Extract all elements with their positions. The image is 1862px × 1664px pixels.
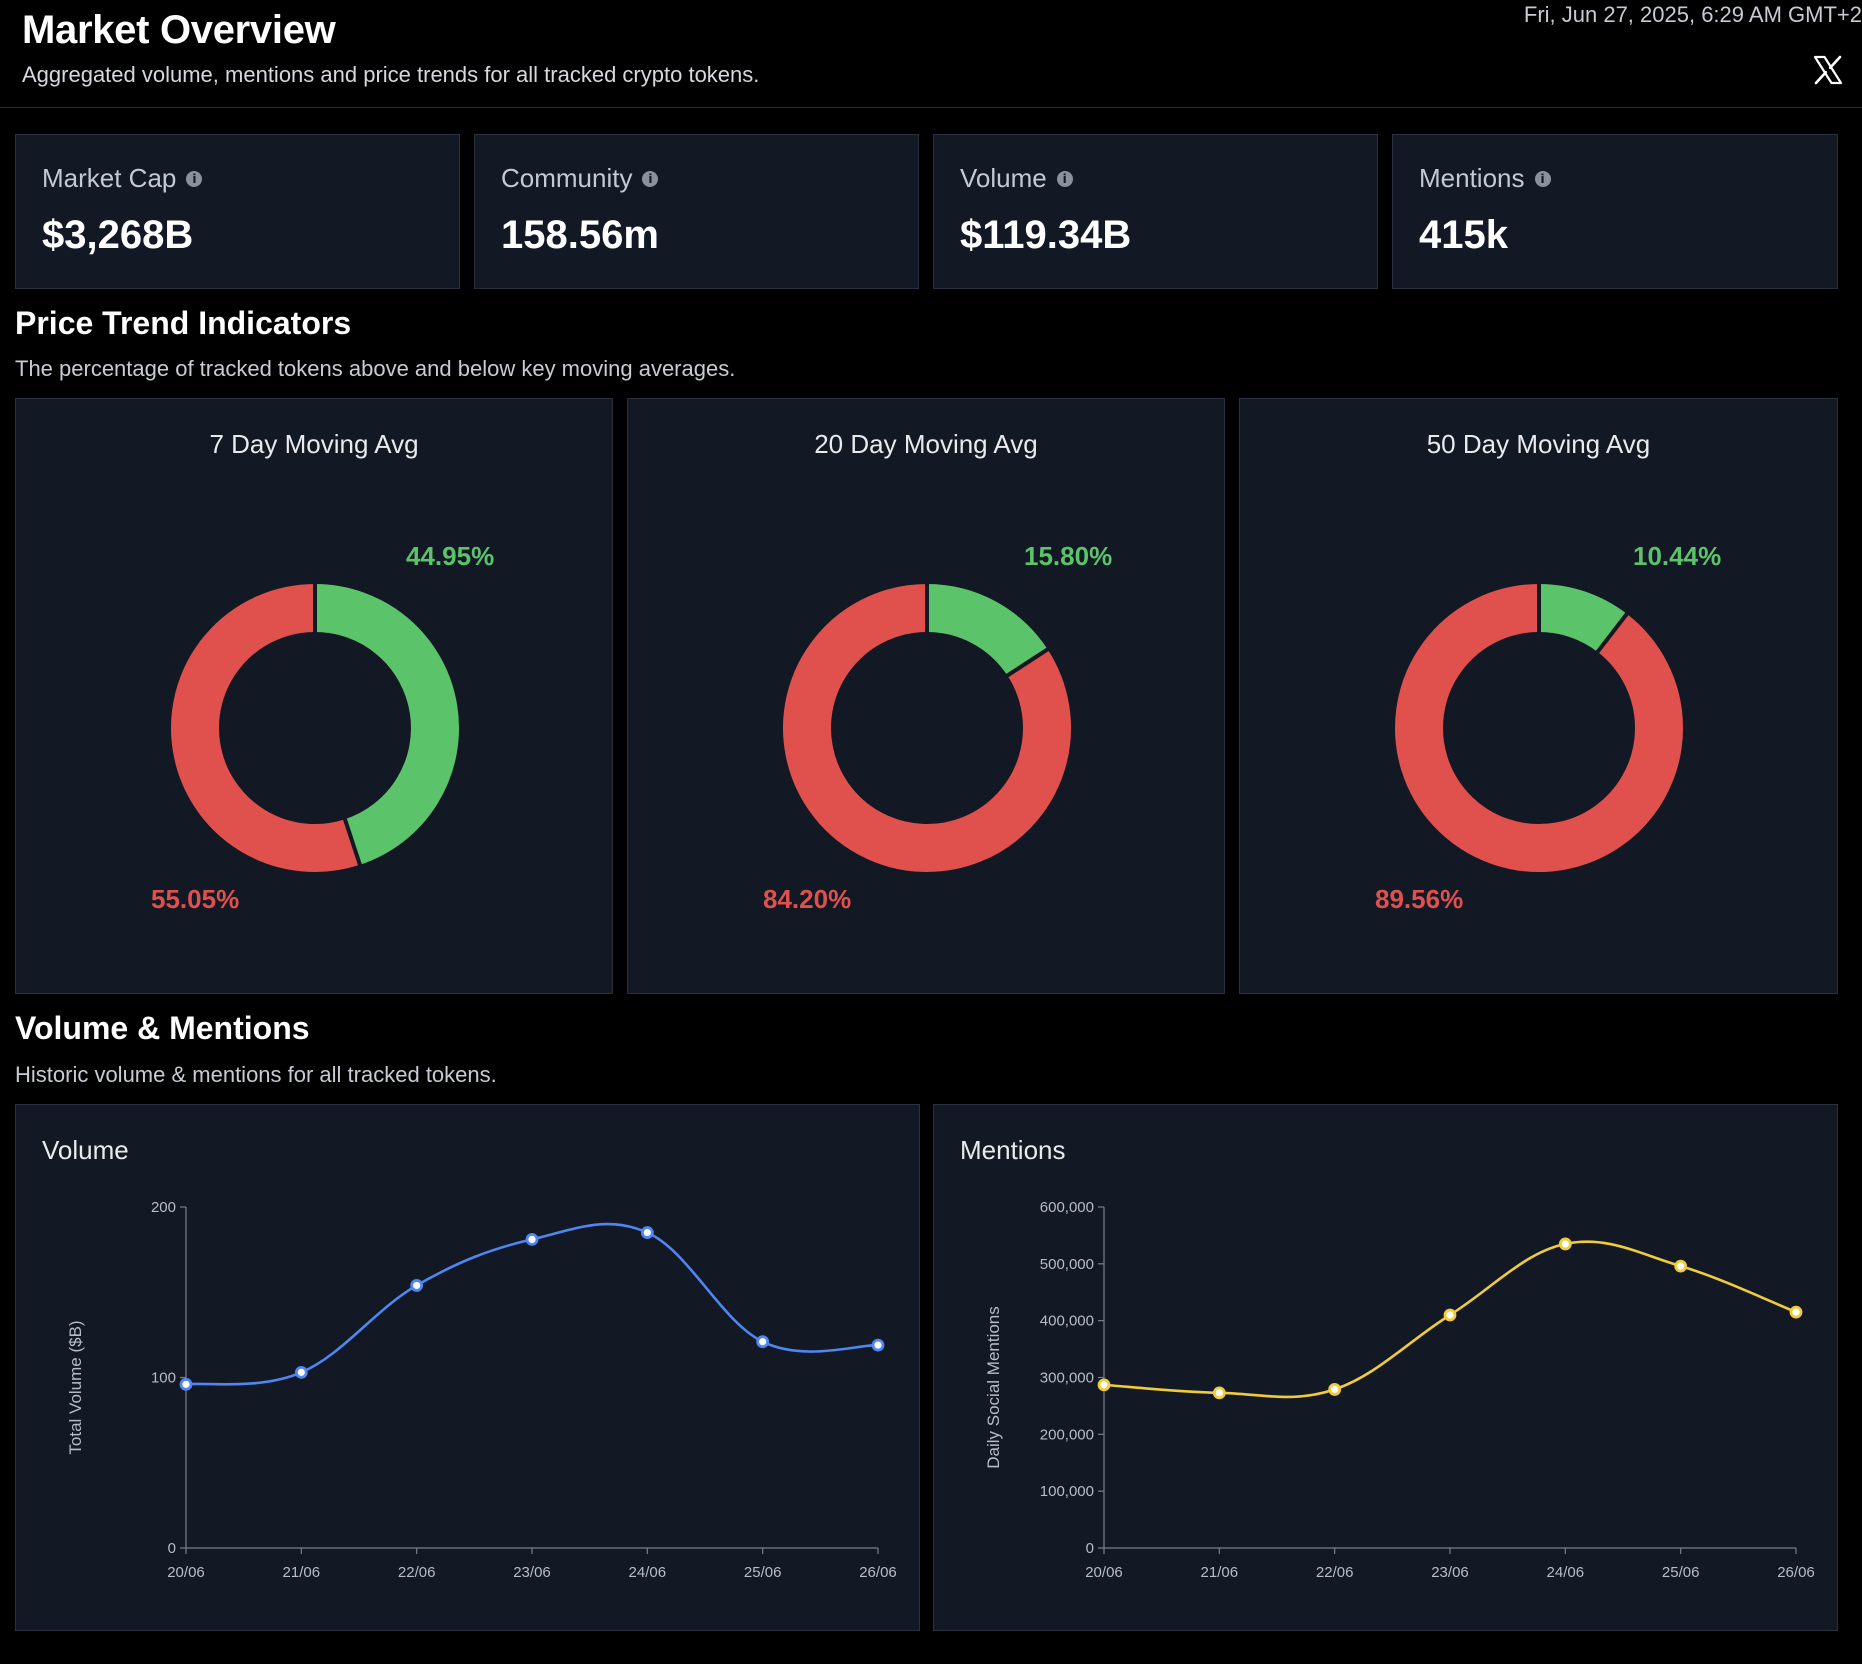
data-point[interactable] bbox=[1097, 1378, 1111, 1392]
data-point[interactable] bbox=[640, 1226, 654, 1239]
series-line bbox=[185, 1222, 879, 1386]
mentions-line-chart: 0 100,000 200,000 300,000 400,000 500,000 600,… bbox=[984, 1199, 1815, 1581]
data-point[interactable] bbox=[410, 1279, 424, 1292]
donut-chart bbox=[1395, 583, 1683, 872]
donut-card-50d: 50 Day Moving Avg 10.44% 89.56% bbox=[1239, 398, 1838, 994]
info-icon[interactable]: i bbox=[1534, 170, 1551, 187]
above-percent-label: 44.95% bbox=[406, 541, 495, 571]
donut-slice-above bbox=[926, 584, 1048, 677]
y-tick-label: 200,000 bbox=[1040, 1426, 1094, 1443]
y-tick-label: 100,000 bbox=[1040, 1483, 1094, 1500]
volume-chart-card: Volume 0 100 200 20/06 21/06 22/06 23/06 24/06 2… bbox=[15, 1104, 920, 1631]
data-point[interactable] bbox=[1443, 1308, 1457, 1322]
x-tick-label: 23/06 bbox=[513, 1564, 551, 1581]
donut-chart bbox=[171, 583, 459, 872]
data-point[interactable] bbox=[1558, 1237, 1572, 1251]
donut-slice-above bbox=[314, 584, 459, 865]
x-tick-label: 23/06 bbox=[1431, 1564, 1469, 1581]
donut-chart bbox=[783, 583, 1071, 872]
donut-title: 7 Day Moving Avg bbox=[209, 429, 419, 459]
y-tick-label: 100 bbox=[151, 1370, 176, 1387]
x-tick-label: 25/06 bbox=[1662, 1564, 1700, 1581]
donut-slice-below bbox=[1395, 584, 1683, 872]
data-point[interactable] bbox=[294, 1365, 308, 1379]
x-tick-label: 24/06 bbox=[1547, 1564, 1585, 1581]
timestamp: Fri, Jun 27, 2025, 6:29 AM GMT+2 bbox=[1523, 2, 1862, 27]
info-icon[interactable]: i bbox=[1056, 170, 1073, 187]
page-title: Market Overview bbox=[22, 8, 336, 52]
stat-value: $3,268B bbox=[42, 213, 194, 257]
x-tick-label: 26/06 bbox=[859, 1564, 897, 1581]
section-subtitle-volume-mentions: Historic volume & mentions for all track… bbox=[15, 1062, 497, 1087]
info-icon[interactable]: i bbox=[642, 170, 659, 187]
stat-value: 158.56m bbox=[501, 213, 659, 257]
data-point[interactable] bbox=[1212, 1386, 1226, 1400]
below-percent-label: 55.05% bbox=[151, 884, 240, 914]
x-tick-label: 21/06 bbox=[1201, 1564, 1239, 1581]
donut-card-20d: 20 Day Moving Avg 15.80% 84.20% bbox=[627, 398, 1225, 994]
y-axis-label: Daily Social Mentions bbox=[984, 1306, 1003, 1469]
page-header: Market Overview Aggregated volume, menti… bbox=[0, 0, 1862, 108]
x-tick-label: 26/06 bbox=[1777, 1564, 1815, 1581]
stat-card-mentions: Mentions i 415k bbox=[1392, 134, 1838, 289]
donut-slice-below bbox=[171, 584, 360, 872]
section-title-volume-mentions: Volume & Mentions bbox=[15, 1010, 310, 1046]
data-point[interactable] bbox=[179, 1377, 193, 1391]
above-percent-label: 15.80% bbox=[1024, 541, 1113, 571]
chart-title: Mentions bbox=[960, 1135, 1066, 1165]
x-tick-label: 22/06 bbox=[1316, 1564, 1354, 1581]
below-percent-label: 84.20% bbox=[763, 884, 852, 914]
x-tick-label: 24/06 bbox=[629, 1564, 667, 1581]
donut-card-7d: 7 Day Moving Avg 44.95% 55.05% bbox=[15, 398, 613, 994]
data-point[interactable] bbox=[756, 1335, 770, 1349]
donut-title: 50 Day Moving Avg bbox=[1426, 429, 1651, 459]
donut-slice-above bbox=[1538, 584, 1627, 653]
stat-value: $119.34B bbox=[960, 213, 1132, 257]
y-tick-label: 300,000 bbox=[1040, 1370, 1094, 1387]
stat-card-community: Community i 158.56m bbox=[474, 134, 919, 289]
donut-slice-below bbox=[783, 584, 1071, 872]
y-tick-label: 400,000 bbox=[1040, 1313, 1094, 1330]
data-point[interactable] bbox=[871, 1338, 885, 1352]
y-tick-label: 0 bbox=[1086, 1540, 1094, 1557]
y-axis-label: Total Volume ($B) bbox=[66, 1320, 85, 1454]
data-point[interactable] bbox=[1789, 1305, 1803, 1319]
below-percent-label: 89.56% bbox=[1375, 884, 1464, 914]
chart-title: Volume bbox=[42, 1135, 129, 1165]
x-tick-label: 25/06 bbox=[744, 1564, 782, 1581]
donut-separator bbox=[1005, 647, 1050, 678]
info-icon[interactable]: i bbox=[186, 170, 203, 187]
x-tick-label: 22/06 bbox=[398, 1564, 436, 1581]
section-subtitle-price-trend: The percentage of tracked tokens above a… bbox=[15, 356, 736, 381]
page-subtitle: Aggregated volume, mentions and price tr… bbox=[22, 62, 760, 87]
volume-line-chart: 0 100 200 20/06 21/06 22/06 23/06 24/06 25/06 26/… bbox=[66, 1199, 897, 1581]
y-tick-label: 200 bbox=[151, 1199, 176, 1216]
above-percent-label: 10.44% bbox=[1633, 541, 1722, 571]
stat-card-market-cap: Market Cap i $3,268B bbox=[15, 134, 460, 289]
x-tick-label: 21/06 bbox=[283, 1564, 321, 1581]
x-tick-label: 20/06 bbox=[1085, 1564, 1123, 1581]
data-point[interactable] bbox=[1674, 1259, 1688, 1273]
stat-card-volume: Volume i $119.34B bbox=[933, 134, 1378, 289]
data-point[interactable] bbox=[1328, 1383, 1342, 1396]
x-tick-label: 20/06 bbox=[167, 1564, 205, 1581]
donut-separator bbox=[1595, 611, 1630, 654]
stat-value: 415k bbox=[1419, 213, 1508, 257]
donut-title: 20 Day Moving Avg bbox=[814, 429, 1038, 459]
section-title-price-trend: Price Trend Indicators bbox=[15, 305, 352, 341]
mentions-chart-card: Mentions 0 100,000 200,000 300,000 400,000 50… bbox=[933, 1104, 1838, 1631]
y-tick-label: 500,000 bbox=[1040, 1256, 1094, 1273]
stat-label: Mentions bbox=[1419, 163, 1525, 193]
stat-label: Community bbox=[501, 163, 633, 193]
x-logo-icon[interactable] bbox=[1812, 54, 1844, 86]
donut-separator bbox=[342, 817, 363, 867]
stat-label: Volume bbox=[960, 163, 1047, 193]
data-point[interactable] bbox=[525, 1232, 539, 1246]
y-tick-label: 600,000 bbox=[1040, 1199, 1094, 1216]
y-tick-label: 0 bbox=[168, 1540, 176, 1557]
stat-label: Market Cap bbox=[42, 163, 177, 193]
